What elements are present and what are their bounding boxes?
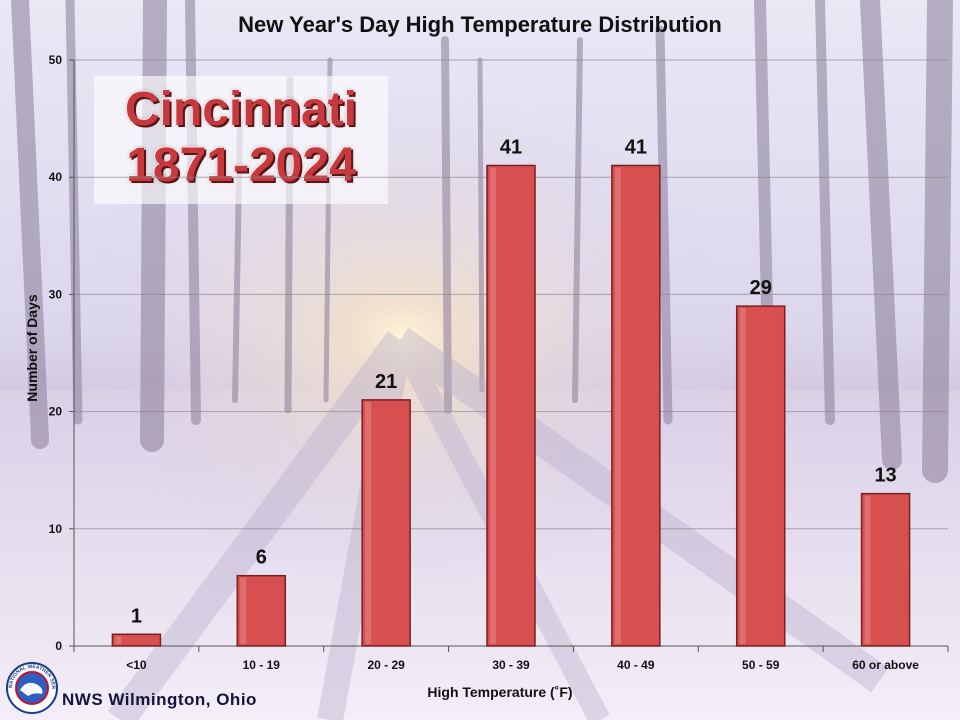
bar [361,399,411,647]
data-label: 6 [256,547,267,569]
bar [611,164,661,647]
bar-highlight [864,495,871,644]
y-tick-labels: 0 10 20 30 40 50 [49,53,63,653]
x-tick-label: <10 [126,658,147,672]
bar-highlight [739,308,746,644]
y-tick-label: 10 [49,522,63,536]
x-axis-label: High Temperature (˚F) [427,684,573,700]
bars [111,164,911,647]
y-tick-label: 0 [55,639,62,653]
data-labels: 1 6 21 41 41 29 13 [131,136,897,627]
y-tick-label: 30 [49,287,63,301]
x-tick-labels: <10 10 - 19 20 - 29 30 - 39 40 - 49 50 - 59 60… [126,658,919,672]
x-tick-label: 60 or above [852,658,919,672]
footer-org: NWS Wilmington, Ohio [62,690,257,709]
city-name: Cincinnati [124,83,357,136]
bar-highlight [614,167,621,645]
y-tick-label: 50 [49,53,63,67]
x-tick-label: 40 - 49 [617,658,655,672]
period-of-record: 1871-2024 [126,139,356,192]
bar [486,164,536,647]
y-tick-label: 20 [49,405,63,419]
x-tick-label: 10 - 19 [243,658,281,672]
x-tick-label: 30 - 39 [492,658,530,672]
bar [236,574,287,647]
data-label: 1 [131,605,142,627]
x-tick-label: 50 - 59 [742,658,780,672]
data-label: 41 [500,136,522,158]
data-label: 29 [750,277,772,299]
bar-highlight [115,636,122,644]
bar [735,305,786,647]
location-overlay: Cincinnati 1871-2024 [94,76,388,204]
x-tick-label: 20 - 29 [367,658,405,672]
bar [111,633,162,647]
bar [860,492,911,647]
y-axis-label: Number of Days [24,294,40,402]
bar-highlight [240,577,247,644]
bar-highlight [365,401,372,644]
data-label: 13 [874,465,896,487]
data-label: 41 [625,136,647,158]
bar-highlight [490,167,496,645]
y-tick-label: 40 [49,170,63,184]
chart-title: New Year's Day High Temperature Distribu… [238,12,722,37]
nws-logo-icon: NATIONAL WEATHER SERVICE [6,662,58,714]
data-label: 21 [375,371,397,393]
